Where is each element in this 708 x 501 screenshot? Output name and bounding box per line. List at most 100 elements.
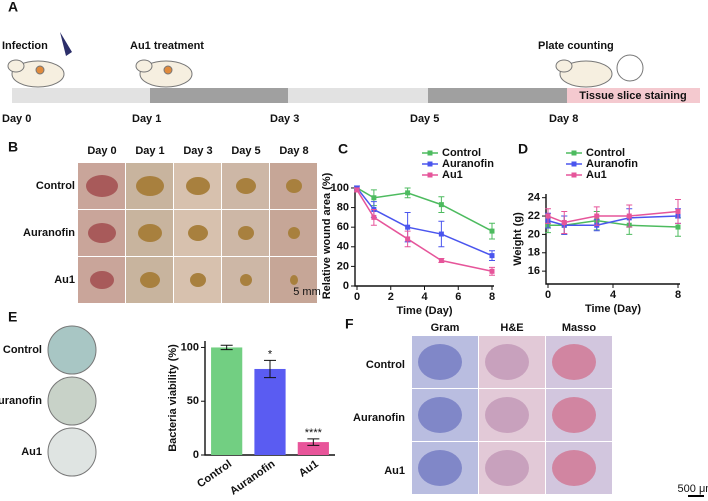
y-tick-label: 20 bbox=[528, 228, 540, 240]
row-label: Control bbox=[366, 359, 405, 371]
marker bbox=[489, 228, 495, 234]
marker bbox=[545, 213, 551, 219]
timeline-segment bbox=[150, 88, 288, 103]
significance: **** bbox=[305, 427, 323, 439]
day-label: Day 1 bbox=[132, 113, 161, 125]
legend-label: Auranofin bbox=[586, 158, 638, 170]
axis bbox=[354, 186, 494, 287]
y-tick-label: 20 bbox=[337, 260, 349, 272]
x-tick-label: 0 bbox=[545, 289, 551, 301]
scale-label: 5 mm bbox=[293, 286, 321, 298]
legend-marker bbox=[427, 161, 433, 167]
timeline-segment bbox=[12, 88, 150, 103]
scale-label: 500 μm bbox=[678, 483, 708, 495]
y-tick-label: 40 bbox=[337, 241, 349, 253]
tissue bbox=[485, 397, 529, 433]
day-label: Day 0 bbox=[2, 113, 31, 125]
column-label: Masso bbox=[562, 322, 597, 334]
wound bbox=[238, 226, 254, 240]
marker bbox=[438, 258, 444, 264]
marker bbox=[489, 268, 495, 274]
tissue bbox=[552, 450, 596, 486]
panel-label: C bbox=[338, 141, 348, 157]
marker bbox=[675, 208, 681, 214]
y-tick-label: 0 bbox=[193, 449, 199, 461]
column-label: H&E bbox=[500, 322, 523, 334]
y-tick-label: 100 bbox=[181, 341, 199, 353]
wound bbox=[286, 179, 302, 193]
y-tick-label: 100 bbox=[331, 182, 349, 194]
error-bar bbox=[264, 359, 276, 379]
legend-label: Control bbox=[586, 147, 625, 159]
marker bbox=[438, 202, 444, 208]
row-label: Auranofin bbox=[23, 227, 75, 239]
wound bbox=[188, 225, 208, 241]
tissue bbox=[418, 397, 462, 433]
marker bbox=[371, 214, 377, 220]
column-label: Day 8 bbox=[279, 145, 308, 157]
x-tick-label: Auranofin bbox=[228, 458, 278, 498]
legend-label: Auranofin bbox=[442, 158, 494, 170]
marker bbox=[675, 224, 681, 230]
y-axis-label: Bacteria viability (%) bbox=[167, 344, 179, 452]
series-line bbox=[547, 215, 679, 226]
timeline-segment bbox=[567, 88, 700, 103]
panel-label: A bbox=[8, 0, 18, 15]
column-label: Day 0 bbox=[87, 145, 116, 157]
wound bbox=[138, 224, 162, 242]
event-label: Au1 treatment bbox=[130, 40, 204, 52]
tissue bbox=[485, 344, 529, 380]
series-line bbox=[356, 187, 493, 232]
marker bbox=[354, 187, 360, 193]
marker bbox=[405, 190, 411, 196]
plate bbox=[47, 325, 97, 375]
marker bbox=[626, 213, 632, 219]
plate bbox=[47, 376, 97, 426]
y-tick-label: 24 bbox=[528, 192, 541, 204]
x-tick-label: 4 bbox=[610, 289, 617, 301]
panel-label: D bbox=[518, 141, 528, 157]
syringe-icon bbox=[60, 32, 72, 56]
x-tick-label: 8 bbox=[675, 289, 681, 301]
wound bbox=[290, 275, 298, 285]
bar bbox=[297, 442, 329, 455]
legend-marker bbox=[571, 172, 577, 178]
wound bbox=[88, 223, 116, 243]
wound bbox=[288, 227, 300, 239]
row-label: Auranofin bbox=[0, 395, 42, 407]
x-tick-label: 8 bbox=[489, 291, 495, 303]
event-label: Infection bbox=[2, 40, 48, 52]
panel-label: B bbox=[8, 139, 18, 155]
y-tick-label: 22 bbox=[528, 210, 540, 222]
error-bar bbox=[220, 344, 233, 351]
significance: * bbox=[268, 348, 273, 360]
x-tick-label: Control bbox=[195, 458, 234, 490]
tissue bbox=[418, 450, 462, 486]
bar bbox=[211, 347, 243, 455]
column-label: Day 5 bbox=[231, 145, 260, 157]
wound bbox=[140, 272, 160, 288]
wound bbox=[240, 274, 252, 286]
wound bbox=[86, 175, 118, 197]
y-axis-label: Weight (g) bbox=[512, 212, 524, 266]
y-tick-label: 50 bbox=[187, 395, 199, 407]
y-tick-label: 16 bbox=[528, 265, 540, 277]
x-tick-label: Au1 bbox=[297, 458, 321, 480]
wound bbox=[186, 177, 210, 195]
bar bbox=[254, 368, 286, 455]
tissue bbox=[485, 450, 529, 486]
timeline-segment bbox=[428, 88, 567, 103]
row-label: Au1 bbox=[21, 446, 42, 458]
legend-label: Au1 bbox=[442, 169, 463, 181]
error-bar bbox=[307, 438, 320, 446]
final-step: Tissue slice staining bbox=[579, 90, 686, 102]
y-tick-label: 60 bbox=[337, 221, 349, 233]
column-label: Day 3 bbox=[183, 145, 212, 157]
column-label: Gram bbox=[431, 322, 460, 334]
mouse-icon bbox=[7, 54, 644, 88]
y-axis-label: Relative wound area (%) bbox=[321, 172, 333, 299]
y-tick-label: 80 bbox=[337, 201, 349, 213]
marker bbox=[405, 236, 411, 242]
marker bbox=[438, 231, 444, 237]
